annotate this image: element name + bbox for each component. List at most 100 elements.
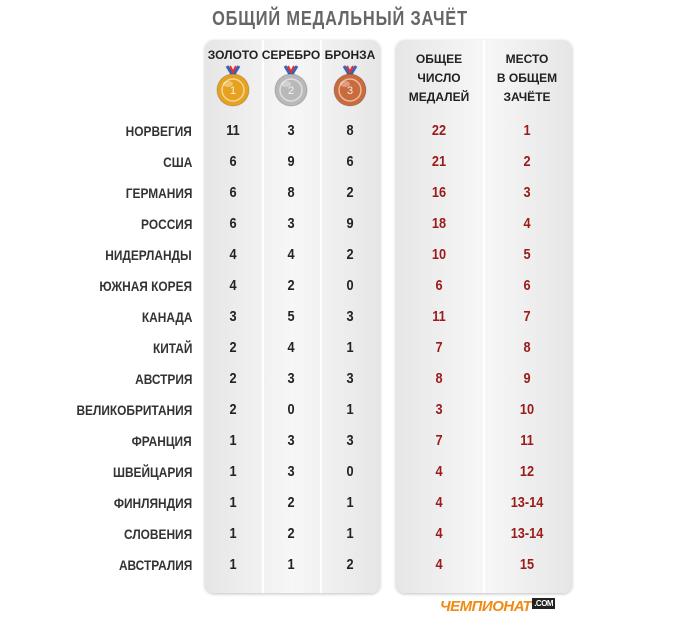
cell-gold: 1 [229,432,237,449]
country-label: ШВЕЙЦАРИЯ [112,464,192,480]
cell-bronze: 8 [346,122,354,139]
cell-place: 8 [523,339,531,356]
country-label: ФРАНЦИЯ [131,433,192,449]
medal-number: 1 [230,85,236,97]
cell-silver: 1 [287,556,295,573]
column-separator [320,40,322,593]
cell-total: 22 [431,122,447,139]
column-header-silver: СЕРЕБРО [261,46,321,65]
column-header-line: ОБЩЕЕ [415,52,463,66]
country-label: НОРВЕГИЯ [125,123,192,139]
cell-gold: 1 [229,525,237,542]
cell-place: 5 [523,246,531,263]
cell-total: 7 [435,339,443,356]
cell-bronze: 0 [346,277,354,294]
cell-place: 6 [523,277,531,294]
cell-bronze: 2 [346,556,354,573]
page-title: ОБЩИЙ МЕДАЛЬНЫЙ ЗАЧЁТ [212,8,468,30]
country-label: КАНАДА [141,309,192,325]
cell-silver: 3 [287,432,295,449]
cell-place: 1 [523,122,531,139]
cell-place: 10 [519,401,535,418]
cell-gold: 3 [229,308,237,325]
medals-panel [205,40,380,593]
cell-bronze: 0 [346,463,354,480]
cell-gold: 2 [229,370,237,387]
cell-place: 2 [523,153,531,170]
gold-medal-icon: 1 [216,65,250,107]
cell-silver: 3 [287,215,295,232]
cell-gold: 1 [229,463,237,480]
cell-bronze: 6 [346,153,354,170]
column-header-line: ЧИСЛО [417,71,461,85]
column-header-line: МЕСТО [505,52,549,66]
cell-gold: 6 [229,215,237,232]
cell-place: 12 [519,463,535,480]
country-label: ЮЖНАЯ КОРЕЯ [99,278,192,294]
cell-bronze: 3 [346,308,354,325]
cell-total: 21 [431,153,447,170]
cell-total: 16 [431,184,447,201]
cell-place: 15 [519,556,535,573]
cell-silver: 4 [287,246,295,263]
cell-gold: 2 [229,401,237,418]
cell-silver: 4 [287,339,295,356]
country-label: США [162,154,192,170]
cell-silver: 0 [287,401,295,418]
cell-place: 7 [523,308,531,325]
cell-gold: 1 [229,556,237,573]
cell-total: 18 [431,215,447,232]
cell-place: 9 [523,370,531,387]
cell-total: 3 [435,401,443,418]
cell-silver: 8 [287,184,295,201]
column-header-total: ОБЩЕЕ ЧИСЛО МЕДАЛЕЙ [406,50,472,107]
cell-silver: 9 [287,153,295,170]
medal-number: 3 [347,85,353,97]
cell-total: 11 [432,308,446,325]
country-label: ФИНЛЯНДИЯ [113,495,192,511]
column-header-line: В ОБЩЕМ [496,71,558,85]
column-header-bronze: БРОНЗА [320,46,380,65]
country-label: КИТАЙ [152,340,192,356]
cell-bronze: 1 [346,494,354,511]
cell-gold: 6 [229,153,237,170]
cell-silver: 2 [287,494,295,511]
cell-bronze: 9 [346,215,354,232]
country-label: АВСТРИЯ [134,371,192,387]
cell-gold: 1 [229,494,237,511]
cell-gold: 4 [229,277,237,294]
column-header-place: МЕСТО В ОБЩЕМ ЗАЧЁТЕ [494,50,560,107]
cell-gold: 11 [226,122,240,139]
cell-bronze: 1 [346,339,354,356]
cell-gold: 4 [229,246,237,263]
cell-place: 4 [523,215,531,232]
cell-silver: 3 [287,122,295,139]
cell-bronze: 2 [346,184,354,201]
country-label: ВЕЛИКОБРИТАНИЯ [76,402,192,418]
cell-total: 6 [435,277,443,294]
cell-silver: 5 [287,308,295,325]
cell-silver: 3 [287,370,295,387]
cell-bronze: 1 [346,525,354,542]
cell-total: 8 [435,370,443,387]
column-header-line: ЗОЛОТО [207,48,259,62]
column-header-gold: ЗОЛОТО [203,46,263,65]
column-header-line: СЕРЕБРО [261,48,321,62]
cell-total: 4 [435,525,443,542]
column-header-line: МЕДАЛЕЙ [408,90,470,104]
cell-bronze: 3 [346,370,354,387]
cell-gold: 2 [229,339,237,356]
cell-total: 10 [431,246,447,263]
cell-total: 4 [435,556,443,573]
cell-bronze: 3 [346,432,354,449]
cell-place: 3 [523,184,531,201]
cell-place: 13-14 [510,494,544,511]
cell-silver: 2 [287,525,295,542]
championat-logo: ЧЕМПИОНАТ .COM [440,598,556,615]
country-label: НИДЕРЛАНДЫ [105,247,192,263]
column-separator [262,40,264,593]
cell-total: 4 [435,494,443,511]
column-header-line: БРОНЗА [324,48,376,62]
cell-total: 7 [435,432,443,449]
cell-silver: 2 [287,277,295,294]
